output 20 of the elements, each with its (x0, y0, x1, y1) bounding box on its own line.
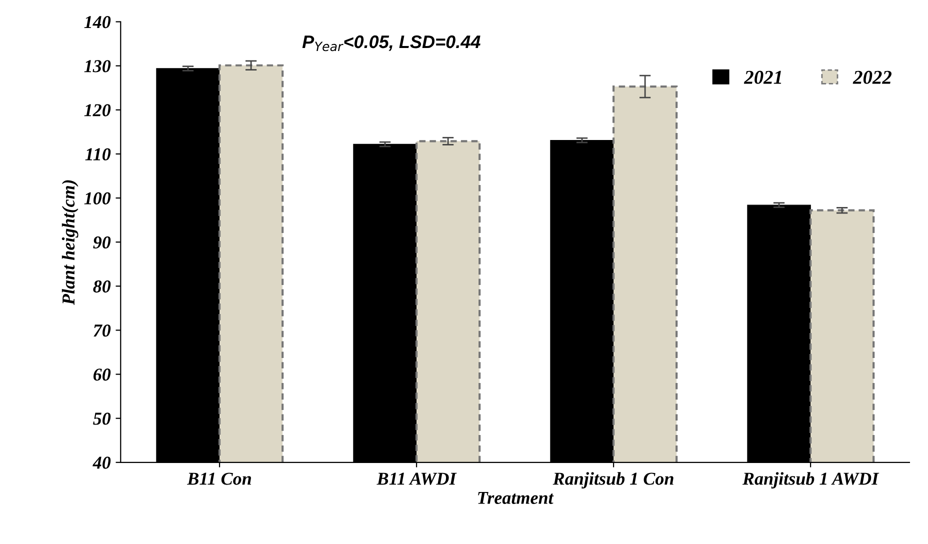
x-tick-label: B11 AWDI (376, 472, 457, 485)
y-tick-label: 140 (84, 16, 111, 28)
y-tick-label: 50 (93, 412, 111, 425)
x-tick-label: Ranjitsub 1 Con (552, 472, 674, 488)
y-tick-label: 130 (84, 60, 111, 72)
y-axis-title: Plant height(cm) (62, 180, 78, 306)
y-tick-label: 100 (84, 192, 111, 204)
legend-label: 2022 (852, 70, 892, 84)
y-tick-label: 60 (93, 368, 111, 381)
y-tick-label: 40 (92, 456, 111, 469)
y-tick-label: 110 (85, 148, 111, 160)
x-tick-label: B11 Con (187, 472, 252, 485)
y-tick-label: 70 (94, 324, 111, 337)
legend-label: 2021 (744, 70, 782, 84)
y-tick-label: 120 (84, 104, 111, 116)
x-axis-title: Treatment (478, 492, 554, 504)
y-tick-label: 90 (93, 236, 111, 249)
x-tick-label: Ranjitsub 1 AWDI (742, 472, 880, 488)
y-tick-label: 80 (93, 280, 111, 293)
annotation: P$_{Year}$<0.05, LSD=0.44 (302, 35, 480, 52)
